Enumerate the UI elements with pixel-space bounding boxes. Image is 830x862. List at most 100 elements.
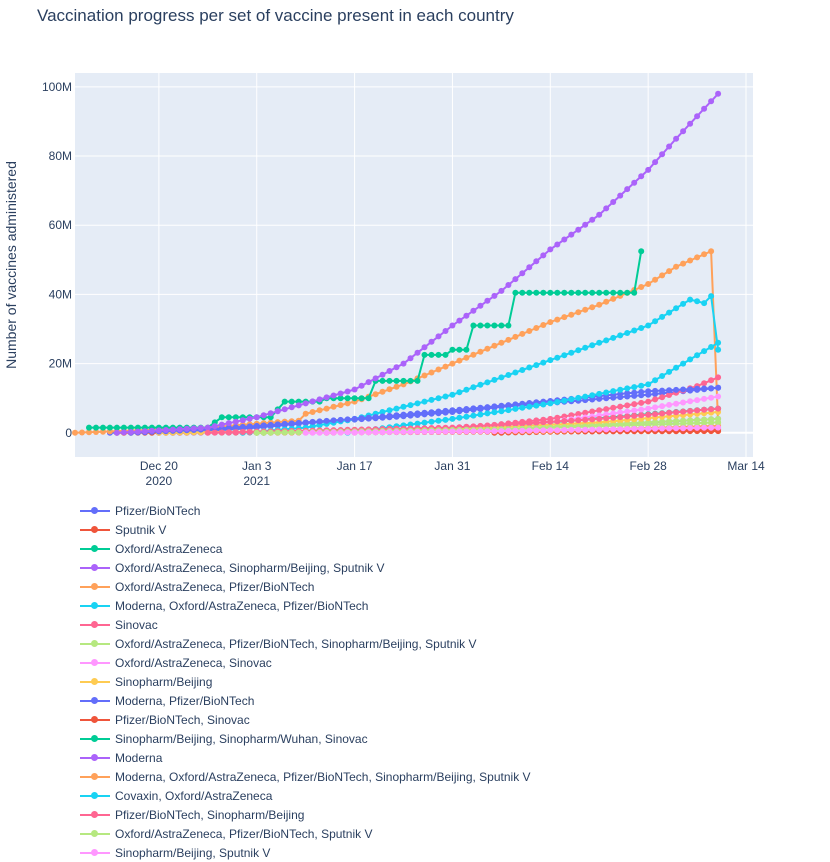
legend-item[interactable]: Pfizer/BioNTech — [80, 501, 640, 520]
data-point — [414, 349, 421, 356]
data-point — [470, 428, 477, 435]
legend-swatch — [80, 638, 110, 650]
data-point — [638, 425, 645, 432]
legend-item[interactable]: Moderna — [80, 748, 640, 767]
legend-item[interactable]: Sinopharm/Beijing, Sinopharm/Wuhan, Sino… — [80, 729, 640, 748]
data-point — [645, 381, 652, 388]
data-point — [330, 429, 337, 436]
x-tick-label: Jan 17 — [337, 459, 373, 473]
data-point — [379, 409, 386, 415]
data-point — [540, 252, 547, 259]
data-point — [512, 401, 519, 408]
data-point — [386, 429, 393, 435]
legend-item[interactable]: Covaxin, Oxford/AstraZeneca — [80, 786, 640, 805]
legend-item[interactable]: Moderna, Oxford/AstraZeneca, Pfizer/BioN… — [80, 596, 640, 615]
data-point — [421, 398, 428, 405]
data-point — [386, 407, 393, 414]
data-point — [519, 404, 526, 411]
data-point — [100, 428, 106, 435]
data-point — [407, 355, 414, 362]
data-point — [442, 393, 449, 400]
legend-item[interactable]: Oxford/AstraZeneca, Pfizer/BioNTech, Spu… — [80, 824, 640, 843]
data-point — [589, 289, 596, 296]
legend-item[interactable]: Oxford/AstraZeneca, Pfizer/BioNTech, Sin… — [80, 634, 640, 653]
data-point — [659, 403, 666, 410]
data-point — [680, 408, 687, 415]
data-point — [267, 429, 274, 436]
legend-item[interactable]: Pfizer/BioNTech, Sinopharm/Beijing — [80, 805, 640, 824]
data-point — [701, 424, 708, 431]
data-point — [113, 424, 120, 431]
legend-label: Oxford/AstraZeneca, Pfizer/BioNTech, Sin… — [115, 636, 477, 651]
data-point — [512, 333, 519, 340]
data-point — [505, 421, 512, 428]
data-point — [575, 426, 582, 433]
data-point — [561, 397, 568, 404]
y-axis-ticks: 0 20M 40M 60M 80M 100M — [42, 80, 72, 440]
data-point — [393, 377, 400, 384]
y-tick-label: 60M — [49, 218, 72, 232]
data-point — [449, 428, 456, 435]
data-point — [204, 424, 211, 431]
data-point — [617, 403, 624, 410]
legend-item[interactable]: Moderna, Pfizer/BioNTech — [80, 691, 640, 710]
legend-item[interactable]: Sinopharm/Beijing, Sputnik V — [80, 843, 640, 862]
data-point — [631, 389, 638, 396]
data-point — [337, 416, 344, 423]
legend-item[interactable]: Oxford/AstraZeneca, Pfizer/BioNTech — [80, 577, 640, 596]
data-point — [596, 301, 603, 308]
data-point — [379, 371, 386, 378]
data-point — [673, 305, 680, 312]
data-point — [694, 113, 701, 120]
data-point — [568, 396, 575, 403]
legend-item[interactable]: Sinovac — [80, 615, 640, 634]
data-point — [673, 420, 680, 427]
data-point — [589, 392, 596, 399]
data-point — [617, 409, 624, 416]
data-point — [694, 407, 701, 414]
data-point — [575, 347, 582, 354]
data-point — [393, 383, 400, 390]
data-point — [687, 120, 694, 127]
data-point — [603, 205, 610, 212]
legend-item[interactable]: Moderna, Oxford/AstraZeneca, Pfizer/BioN… — [80, 767, 640, 786]
legend-item[interactable]: Sputnik V — [80, 520, 640, 539]
data-point — [701, 105, 708, 112]
data-point — [379, 377, 386, 384]
data-point — [561, 418, 568, 424]
data-point — [701, 380, 708, 387]
data-point — [484, 297, 491, 304]
data-point — [498, 408, 505, 415]
data-point — [421, 344, 428, 351]
data-point — [386, 368, 393, 374]
data-point — [652, 387, 659, 394]
data-point — [225, 420, 232, 427]
data-point — [631, 179, 638, 186]
data-point — [519, 367, 526, 373]
data-point — [442, 407, 449, 414]
data-point — [463, 354, 470, 361]
data-point — [519, 420, 526, 427]
data-point — [610, 388, 617, 395]
data-point — [631, 401, 638, 408]
data-point — [631, 425, 638, 432]
data-point — [288, 398, 295, 405]
legend-item[interactable]: Oxford/AstraZeneca, Sinovac — [80, 653, 640, 672]
data-point — [575, 417, 582, 424]
data-point — [127, 429, 134, 435]
data-point — [715, 374, 722, 381]
legend-item[interactable]: Oxford/AstraZeneca — [80, 539, 640, 558]
data-point — [435, 366, 442, 373]
data-point — [701, 348, 708, 355]
data-point — [568, 412, 575, 419]
data-point — [624, 330, 631, 336]
data-point — [100, 424, 106, 431]
data-point — [365, 379, 372, 386]
data-point — [603, 298, 610, 305]
data-point — [86, 429, 92, 436]
legend-item[interactable]: Pfizer/BioNTech, Sinovac — [80, 710, 640, 729]
legend-item[interactable]: Oxford/AstraZeneca, Sinopharm/Beijing, S… — [80, 558, 640, 577]
data-point — [176, 426, 183, 433]
legend-item[interactable]: Sinopharm/Beijing — [80, 672, 640, 691]
